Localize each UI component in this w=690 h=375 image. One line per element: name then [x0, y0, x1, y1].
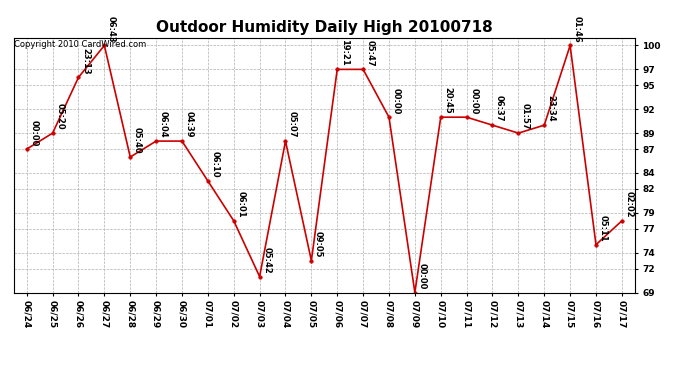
Text: 20:45: 20:45: [444, 87, 453, 114]
Text: 23:13: 23:13: [81, 48, 90, 74]
Text: 00:00: 00:00: [29, 120, 39, 146]
Text: 01:57: 01:57: [521, 104, 530, 130]
Text: 19:21: 19:21: [340, 39, 349, 66]
Text: 06:37: 06:37: [495, 96, 504, 122]
Text: 00:00: 00:00: [392, 88, 401, 114]
Text: 06:43: 06:43: [107, 16, 116, 42]
Text: 05:07: 05:07: [288, 111, 297, 138]
Text: 05:42: 05:42: [262, 247, 271, 273]
Text: 05:20: 05:20: [55, 104, 64, 130]
Text: 02:02: 02:02: [624, 191, 633, 217]
Text: 09:05: 09:05: [314, 231, 323, 257]
Text: 23:34: 23:34: [547, 95, 556, 122]
Text: 06:01: 06:01: [236, 191, 246, 217]
Text: 06:10: 06:10: [210, 151, 219, 178]
Title: Outdoor Humidity Daily High 20100718: Outdoor Humidity Daily High 20100718: [156, 20, 493, 35]
Text: Copyright 2010 CardWired.com: Copyright 2010 CardWired.com: [14, 40, 147, 49]
Text: 05:11: 05:11: [599, 215, 608, 242]
Text: 05:40: 05:40: [133, 127, 142, 154]
Text: 00:00: 00:00: [417, 263, 426, 290]
Text: 04:39: 04:39: [185, 111, 194, 138]
Text: 00:00: 00:00: [469, 88, 478, 114]
Text: 01:46: 01:46: [573, 15, 582, 42]
Text: 06:04: 06:04: [159, 111, 168, 138]
Text: 05:47: 05:47: [366, 40, 375, 66]
